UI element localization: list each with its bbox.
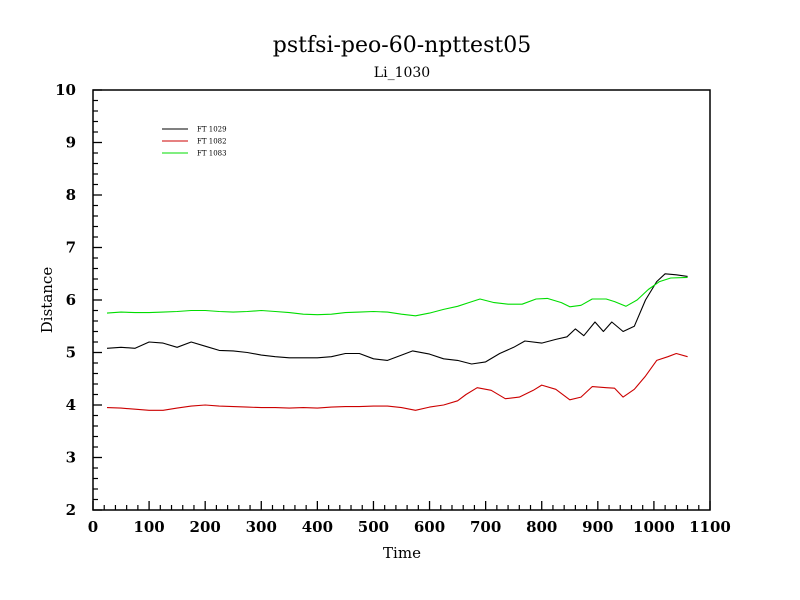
y-axis-label: Distance xyxy=(38,267,56,334)
x-tick-label: 700 xyxy=(470,518,501,536)
x-tick-label: 0 xyxy=(88,518,98,536)
x-tick-label: 800 xyxy=(526,518,557,536)
legend-entry: FT 1083 xyxy=(197,150,227,158)
x-tick-label: 300 xyxy=(246,518,277,536)
x-tick-label: 200 xyxy=(190,518,221,536)
legend: FT 1029 FT 1082 FT 1083 xyxy=(162,126,227,158)
x-tick-label: 400 xyxy=(302,518,333,536)
x-axis-label: Time xyxy=(383,544,421,562)
y-tick-label: 7 xyxy=(66,239,76,257)
series-line xyxy=(106,352,688,411)
x-tick-label: 500 xyxy=(358,518,389,536)
legend-entry: FT 1082 xyxy=(197,138,227,146)
y-tick-label: 5 xyxy=(66,344,76,362)
chart-title: pstfsi-peo-60-npttest05 xyxy=(273,33,531,58)
y-tick-label: 4 xyxy=(66,396,76,414)
chart-subtitle: Li_1030 xyxy=(374,65,430,81)
y-tick-label: 3 xyxy=(66,449,76,467)
legend-entry: FT 1029 xyxy=(197,126,227,134)
y-tick-label: 8 xyxy=(66,186,76,204)
y-tick-label: 6 xyxy=(66,291,76,309)
x-tick-label: 1100 xyxy=(689,518,731,536)
x-tick-label: 100 xyxy=(133,518,164,536)
series-line xyxy=(106,276,688,317)
y-tick-label: 10 xyxy=(55,81,76,99)
y-tick-label: 2 xyxy=(66,501,76,519)
series-lines xyxy=(106,273,688,411)
x-tick-label: 900 xyxy=(582,518,613,536)
x-tick-label: 600 xyxy=(414,518,445,536)
x-tick-label: 1000 xyxy=(633,518,675,536)
y-tick-label: 9 xyxy=(66,134,76,152)
series-line xyxy=(106,273,688,365)
axis-ticks: 0 100 200 300 400 500 600 700 800 900 1000 1100 2 3 4 5… xyxy=(55,81,731,536)
